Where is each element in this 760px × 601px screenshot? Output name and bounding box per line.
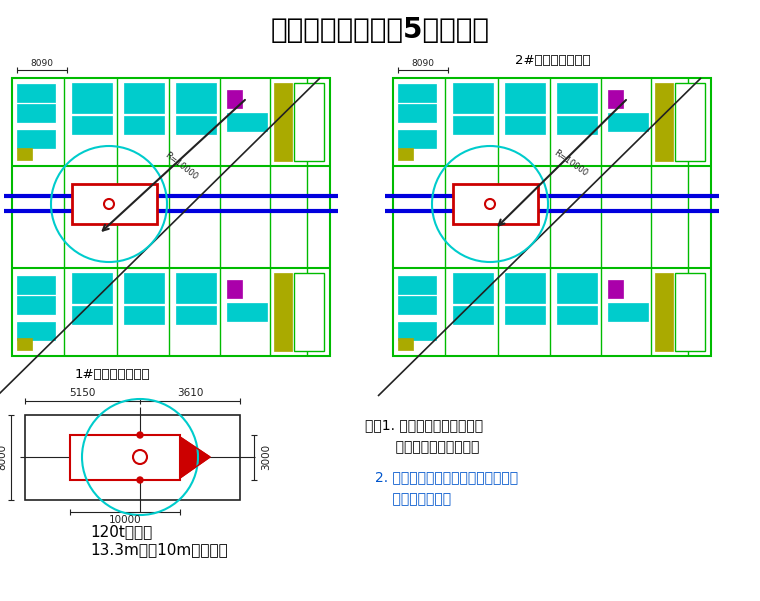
Bar (17, 148, 32, 160)
Text: 1#热镀锌机组锌锅: 1#热镀锌机组锌锅 (74, 368, 150, 381)
Text: 8000: 8000 (0, 444, 7, 470)
Bar (655, 83, 673, 161)
Polygon shape (180, 437, 210, 478)
Bar (124, 116, 164, 134)
Text: 120t汽车吊: 120t汽车吊 (90, 525, 152, 540)
Bar (227, 90, 242, 108)
Text: 3610: 3610 (177, 388, 203, 398)
Bar (398, 338, 413, 350)
Bar (227, 280, 242, 298)
Bar (398, 276, 436, 294)
Bar (176, 83, 216, 113)
Bar (608, 90, 623, 108)
Bar (398, 104, 436, 122)
Bar (176, 306, 216, 324)
Bar (505, 116, 545, 134)
Bar (274, 83, 292, 161)
Bar (675, 83, 705, 161)
Bar (453, 83, 493, 113)
Bar (393, 78, 711, 356)
Bar (557, 116, 597, 134)
Circle shape (137, 477, 143, 483)
Bar (505, 273, 545, 303)
Circle shape (104, 199, 114, 209)
Bar (505, 83, 545, 113)
Bar (72, 306, 112, 324)
Text: 2. 吊车走行路线上，无地下室孔洞，: 2. 吊车走行路线上，无地下室孔洞， (375, 470, 518, 484)
Bar (25, 415, 240, 500)
Text: 吊装平面图（锌锅5片供货）: 吊装平面图（锌锅5片供货） (271, 16, 489, 44)
Bar (72, 184, 157, 224)
Text: 8090: 8090 (30, 58, 53, 67)
Bar (557, 83, 597, 113)
Bar (17, 104, 55, 122)
Bar (17, 130, 55, 148)
Bar (557, 306, 597, 324)
Bar (557, 273, 597, 303)
Bar (398, 84, 436, 102)
Circle shape (137, 432, 143, 438)
Bar (675, 273, 705, 351)
Text: 8090: 8090 (411, 58, 435, 67)
Bar (12, 78, 330, 356)
Bar (398, 296, 436, 314)
Bar (608, 303, 648, 321)
Bar (608, 280, 623, 298)
Bar (72, 83, 112, 113)
Circle shape (133, 450, 147, 464)
Bar (17, 338, 32, 350)
Bar (17, 296, 55, 314)
Bar (72, 273, 112, 303)
Bar (17, 84, 55, 102)
Bar (176, 273, 216, 303)
Text: 10000: 10000 (109, 515, 141, 525)
Bar (398, 322, 436, 340)
Bar (124, 306, 164, 324)
Bar (176, 116, 216, 134)
Bar (453, 116, 493, 134)
Bar (274, 273, 292, 351)
Bar (398, 130, 436, 148)
Bar (70, 435, 180, 480)
Bar (227, 303, 267, 321)
Bar (453, 306, 493, 324)
Text: R=10000: R=10000 (553, 148, 590, 178)
Bar (124, 83, 164, 113)
Bar (17, 276, 55, 294)
Bar (17, 322, 55, 340)
Bar (453, 184, 538, 224)
Text: 夯实、面层施工完成；: 夯实、面层施工完成； (365, 440, 480, 454)
Bar (608, 113, 648, 131)
Bar (72, 116, 112, 134)
Bar (505, 306, 545, 324)
Bar (398, 148, 413, 160)
Bar (124, 273, 164, 303)
Text: R=10000: R=10000 (163, 150, 199, 182)
Text: 3000: 3000 (261, 444, 271, 470)
Bar (655, 273, 673, 351)
Text: 2#热镀锌机组锌锅: 2#热镀锌机组锌锅 (515, 53, 591, 67)
Bar (294, 83, 324, 161)
Text: 5150: 5150 (69, 388, 95, 398)
Bar (227, 113, 267, 131)
Text: 注：1. 山车行走道路需回填、: 注：1. 山车行走道路需回填、 (365, 418, 483, 432)
Text: 13.3m杆，10m作业半径: 13.3m杆，10m作业半径 (90, 543, 228, 558)
Bar (453, 273, 493, 303)
Text: 全为实心基础。: 全为实心基础。 (375, 492, 451, 506)
Circle shape (485, 199, 495, 209)
Bar (294, 273, 324, 351)
